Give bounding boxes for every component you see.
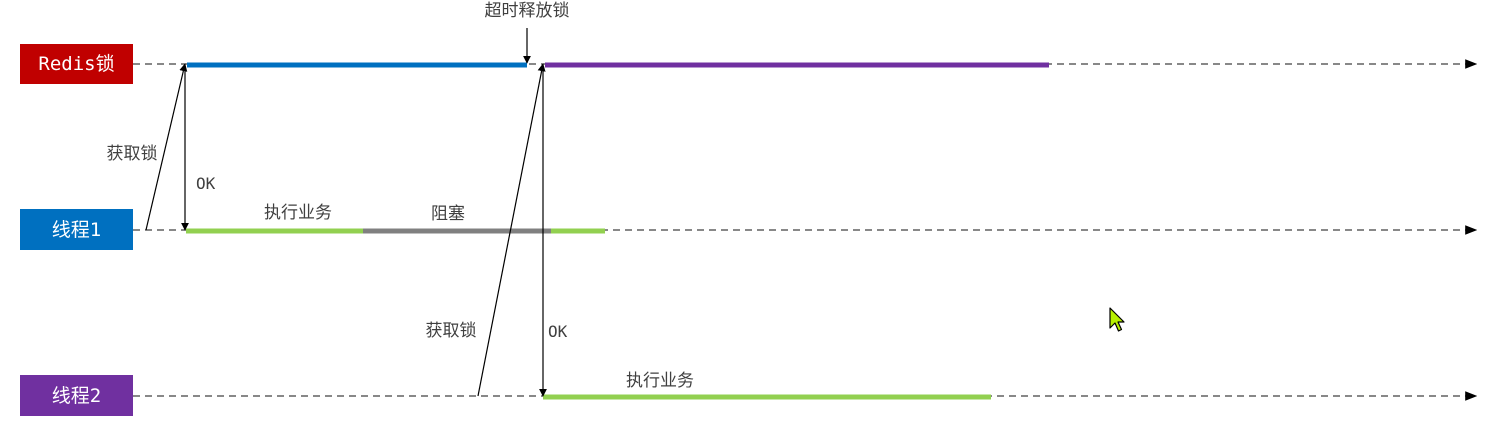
thread1-lane-label: 线程1: [52, 219, 101, 241]
thread2-lane-label: 线程2: [52, 385, 101, 407]
thread1-execute-label: 执行业务: [264, 203, 332, 223]
redis-lane-label: Redis锁: [38, 53, 114, 75]
thread2-execute-label: 执行业务: [626, 371, 694, 391]
thread1-blocked-label: 阻塞: [431, 204, 465, 224]
thread1-acquire-label: 获取锁: [107, 144, 158, 164]
thread1-acquire-arrow: [145, 63, 188, 231]
redis-lane-box: [20, 44, 133, 84]
cursor-icon: [1109, 307, 1125, 332]
thread2-acquire-arrow: [477, 63, 546, 397]
thread2-ok-label: OK: [548, 322, 568, 341]
thread1-lane-box: [20, 209, 133, 250]
timeout-release-label: 超时释放锁: [485, 1, 570, 21]
thread1-ok-label: OK: [196, 174, 216, 193]
thread2-acquire-label: 获取锁: [426, 321, 477, 341]
thread2-lane-box: [20, 375, 133, 416]
